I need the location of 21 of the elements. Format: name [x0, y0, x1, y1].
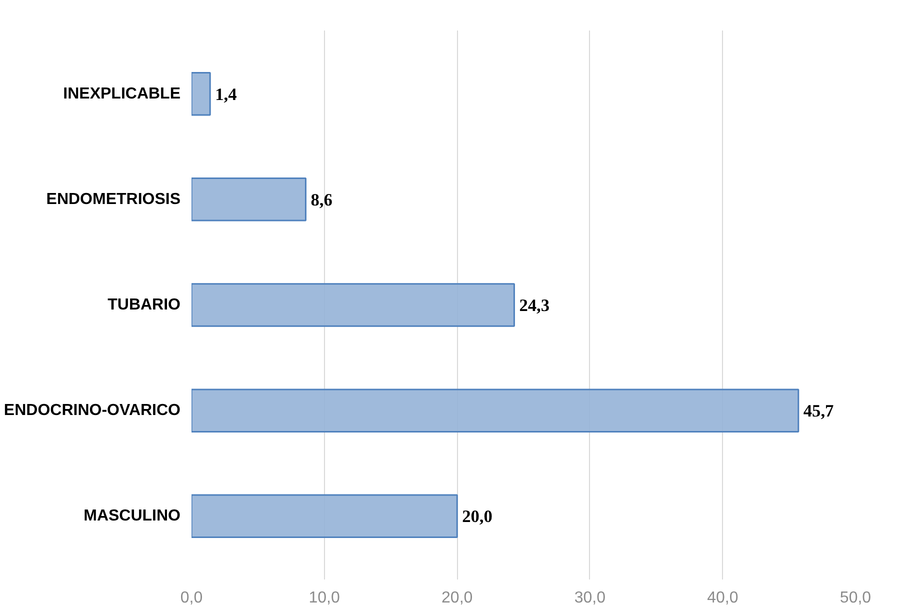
y-tick-label: MASCULINO — [84, 508, 181, 525]
data-label: 45,7 — [803, 402, 834, 421]
y-tick-label: INEXPLICABLE — [63, 85, 181, 102]
bar — [192, 178, 306, 222]
x-tick-label: 0,0 — [180, 590, 203, 606]
bar — [192, 388, 800, 432]
x-tick-label: 50,0 — [840, 590, 872, 606]
bar — [192, 72, 211, 116]
x-tick-label: 40,0 — [707, 590, 738, 606]
bar — [192, 283, 515, 327]
y-tick-label: ENDOCRINO-OVARICO — [4, 402, 180, 420]
data-label: 8,6 — [310, 190, 333, 210]
data-label: 1,4 — [215, 84, 238, 104]
data-label: 20,0 — [462, 507, 492, 526]
x-tick-label: 30,0 — [574, 590, 606, 606]
x-tick-label: 10,0 — [308, 590, 340, 606]
data-label: 24,3 — [519, 296, 550, 315]
bar — [192, 494, 458, 538]
x-tick-label: 20,0 — [442, 590, 473, 606]
y-tick-label: TUBARIO — [108, 296, 181, 314]
y-tick-label: ENDOMETRIOSIS — [46, 190, 181, 208]
